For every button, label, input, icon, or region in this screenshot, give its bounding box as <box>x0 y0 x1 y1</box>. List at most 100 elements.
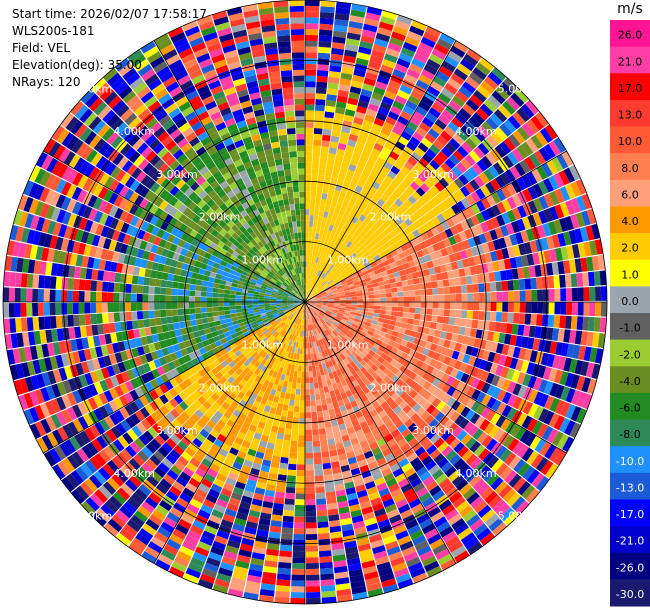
range-gate <box>466 386 476 398</box>
range-gate <box>313 133 322 141</box>
range-gate <box>305 52 318 59</box>
range-gate <box>286 387 292 394</box>
range-gate <box>229 290 237 295</box>
range-gate <box>523 241 533 255</box>
range-gate <box>305 267 307 273</box>
range-gate <box>408 336 416 344</box>
range-gate <box>415 126 428 138</box>
range-gate <box>328 264 335 271</box>
range-gate <box>453 177 465 189</box>
range-gate <box>326 217 332 225</box>
range-gate <box>447 169 458 181</box>
range-gate <box>570 406 582 422</box>
range-gate <box>496 402 507 415</box>
range-gate <box>470 246 479 257</box>
range-gate <box>172 315 179 323</box>
range-gate <box>378 317 385 323</box>
range-gate <box>453 441 465 454</box>
range-gate <box>507 438 520 452</box>
range-gate <box>351 323 359 329</box>
range-gate <box>223 302 230 307</box>
range-gate <box>355 166 364 175</box>
range-gate <box>317 52 331 60</box>
range-gate <box>312 310 318 315</box>
range-gate <box>318 35 332 42</box>
range-gate <box>500 418 512 431</box>
range-gate <box>338 289 345 293</box>
range-gate <box>461 141 473 154</box>
range-gate <box>370 387 379 396</box>
range-gate <box>126 320 133 331</box>
range-gate <box>581 210 591 226</box>
range-gate <box>368 172 378 181</box>
range-gate <box>478 359 488 370</box>
range-gate <box>293 534 305 541</box>
range-gate <box>298 423 305 430</box>
range-gate <box>391 292 398 298</box>
range-gate <box>403 346 412 355</box>
range-gate <box>43 302 50 316</box>
range-gate <box>468 424 479 437</box>
range-gate <box>473 500 488 514</box>
range-gate <box>367 267 374 274</box>
range-gate <box>316 504 327 511</box>
range-gate <box>20 317 28 332</box>
range-gate <box>477 273 484 284</box>
range-gate <box>306 267 309 274</box>
range-gate <box>370 336 378 343</box>
range-gate <box>305 63 317 70</box>
range-gate <box>334 220 341 228</box>
range-gate <box>321 253 327 260</box>
range-gate <box>507 280 514 291</box>
range-gate <box>571 287 578 301</box>
range-gate <box>490 341 499 353</box>
range-gate <box>427 384 437 394</box>
range-gate <box>296 470 305 477</box>
range-gate <box>37 289 44 302</box>
range-gate <box>346 103 357 112</box>
range-gate <box>286 475 296 482</box>
range-gate <box>202 275 210 282</box>
range-gate <box>398 400 408 410</box>
range-gate <box>384 240 393 248</box>
range-gate <box>532 252 540 265</box>
range-gate <box>292 551 305 558</box>
range-gate <box>437 150 449 162</box>
range-gate <box>384 333 392 340</box>
range-gate <box>489 229 499 241</box>
range-gate <box>486 331 495 342</box>
range-gate <box>398 251 406 260</box>
range-gate <box>408 260 416 268</box>
range-gate <box>441 87 455 100</box>
range-gate <box>404 267 412 275</box>
range-gate <box>317 257 322 264</box>
range-gate <box>313 452 322 459</box>
range-gate <box>500 507 515 522</box>
range-gate <box>351 296 358 300</box>
range-gate <box>309 279 313 286</box>
range-gate <box>548 368 558 382</box>
range-gate <box>432 308 439 316</box>
range-gate <box>410 151 422 162</box>
range-gate <box>339 276 346 282</box>
range-gate <box>374 38 389 48</box>
range-gate <box>324 175 332 183</box>
range-gate <box>298 429 305 436</box>
range-gate <box>526 418 538 432</box>
range-gate <box>458 418 470 430</box>
range-gate <box>446 207 456 218</box>
range-gate <box>452 133 465 146</box>
range-gate <box>421 222 431 232</box>
range-gate <box>494 144 507 158</box>
range-gate <box>592 332 600 348</box>
range-gate <box>559 202 570 217</box>
range-gate <box>371 148 381 157</box>
range-gate <box>537 251 546 264</box>
range-gate <box>447 50 463 63</box>
range-gate <box>384 53 398 64</box>
range-gate <box>382 367 391 376</box>
range-gate <box>101 292 108 302</box>
range-gate <box>315 306 321 310</box>
range-gate <box>336 349 343 356</box>
range-gate <box>366 284 374 289</box>
